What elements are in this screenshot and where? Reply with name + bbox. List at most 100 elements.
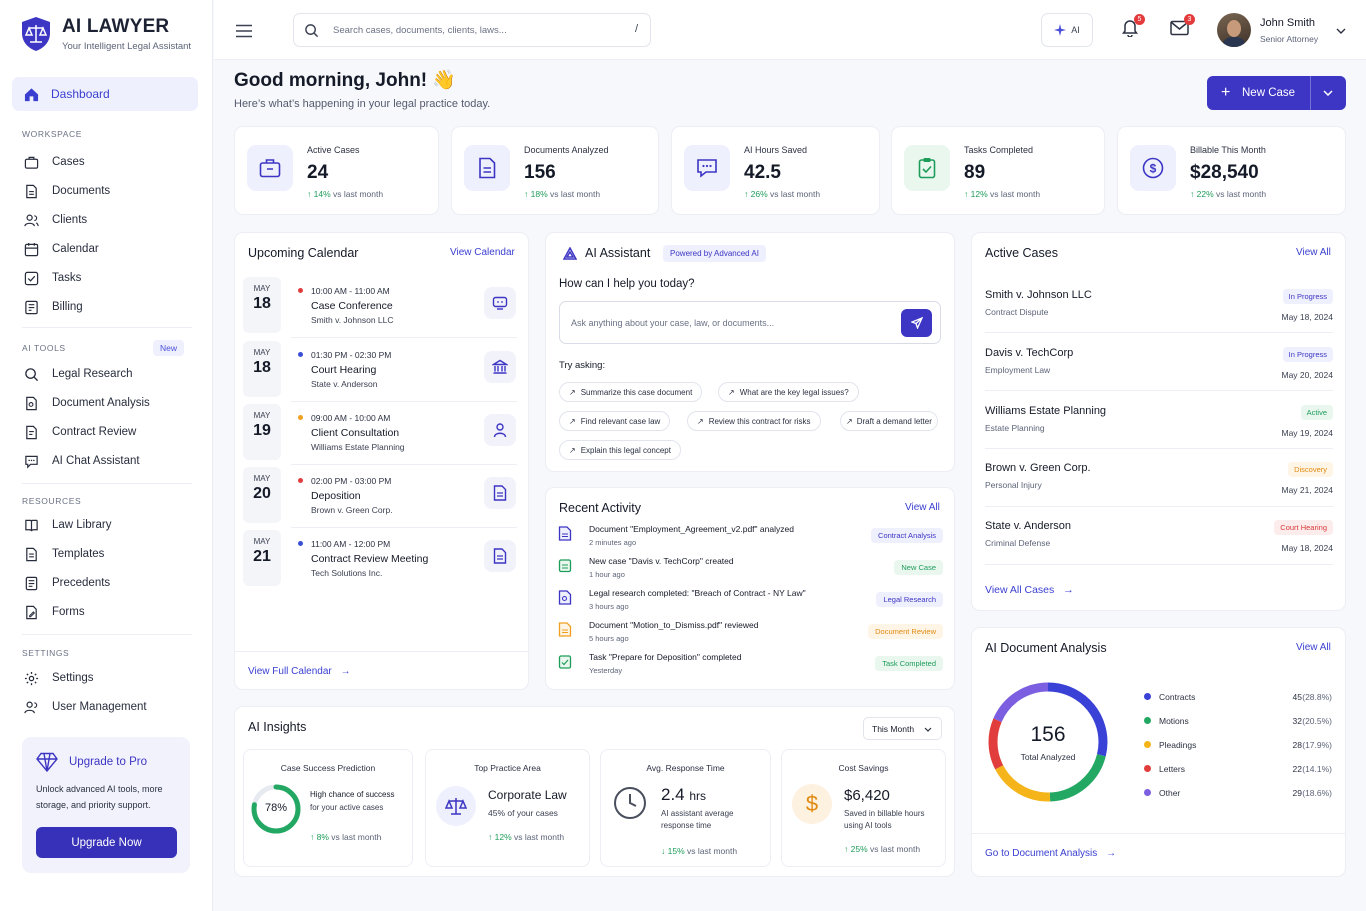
divider <box>291 337 517 338</box>
upgrade-now-button[interactable]: Upgrade Now <box>36 827 177 858</box>
case-row[interactable]: Davis v. TechCorp Employment Law In Progre… <box>985 347 1333 380</box>
court-button[interactable] <box>484 351 516 383</box>
clipboard-check-icon <box>558 655 572 669</box>
activity-row[interactable]: New case "Davis v. TechCorp" created 1 h… <box>558 556 943 586</box>
sidebar-item-billing[interactable]: Billing <box>24 298 83 316</box>
assistant-input[interactable]: Ask anything about your case, law, or do… <box>559 301 941 344</box>
calendar-event[interactable]: 10:00 AM - 11:00 AM Case Conference Smith … <box>298 286 394 325</box>
go-to-doc-analysis-link[interactable]: Go to Document Analysis → <box>985 848 1116 859</box>
insight-success-prediction[interactable]: Case Success Prediction 78% High chance … <box>243 749 413 867</box>
suggestion-chip[interactable]: ↗ Explain this legal concept <box>559 440 681 460</box>
ai-button-label: AI <box>1071 25 1080 35</box>
legend-dot <box>1144 717 1151 724</box>
search-input[interactable]: Search cases, documents, clients, laws..… <box>333 24 507 36</box>
precedent-icon <box>25 576 38 590</box>
case-row[interactable]: Brown v. Green Corp. Personal Injury Disco… <box>985 462 1333 495</box>
view-calendar-link[interactable]: View Calendar <box>450 247 515 258</box>
activity-row[interactable]: Legal research completed: "Breach of Con… <box>558 588 943 618</box>
activity-row[interactable]: Document "Employment_Agreement_v2.pdf" a… <box>558 524 943 554</box>
calendar-event[interactable]: 01:30 PM - 02:30 PM Court Hearing State v.… <box>298 350 391 389</box>
sidebar-item-contract-review[interactable]: Contract Review <box>24 423 136 441</box>
suggestion-chip[interactable]: ↗ Summarize this case document <box>559 382 703 402</box>
user-name[interactable]: John Smith <box>1260 17 1316 29</box>
view-all-cases-footer-link[interactable]: View All Cases → <box>985 584 1074 596</box>
event-time: 09:00 AM - 10:00 AM <box>311 413 391 423</box>
insight-cost-savings[interactable]: Cost Savings $ $6,420 Saved in billable … <box>781 749 946 867</box>
sidebar-item-precedents[interactable]: Precedents <box>24 574 110 592</box>
document-icon <box>493 485 507 501</box>
case-row[interactable]: State v. Anderson Criminal Defense Court H… <box>985 520 1333 553</box>
view-all-activity-link[interactable]: View All <box>905 502 940 513</box>
legend-count: 22 <box>1292 764 1302 774</box>
period-select[interactable]: This Month <box>863 717 942 740</box>
case-row[interactable]: Williams Estate Planning Estate Planning A… <box>985 405 1333 438</box>
view-all-cases-link[interactable]: View All <box>1296 247 1331 258</box>
upgrade-title: Upgrade to Pro <box>69 756 147 768</box>
sidebar-item-label: Document Analysis <box>52 397 150 409</box>
practice-name: Corporate Law <box>488 788 567 802</box>
stat-card-ai-hours[interactable]: AI Hours Saved 42.5 ↑ 26% vs last month <box>671 126 880 215</box>
view-full-calendar-link[interactable]: View Full Calendar → <box>248 666 351 677</box>
activity-text: Document "Motion_to_Dismiss.pdf" reviewe… <box>589 620 759 630</box>
calendar-event[interactable]: 02:00 PM - 03:00 PM Deposition Brown v. Gr… <box>298 476 393 515</box>
menu-icon[interactable] <box>235 24 253 38</box>
folder-icon <box>558 559 572 573</box>
chevron-down-icon[interactable] <box>1336 28 1346 34</box>
sidebar-item-settings[interactable]: Settings <box>24 669 94 687</box>
chat-ai-icon <box>684 145 730 191</box>
dollar-icon: $ <box>792 784 832 824</box>
avatar[interactable] <box>1217 13 1251 47</box>
event-subtitle: Williams Estate Planning <box>311 442 405 452</box>
sidebar-item-dashboard[interactable]: Dashboard <box>12 77 198 111</box>
calendar-event[interactable]: 11:00 AM - 12:00 PM Contract Review Meeti… <box>298 539 428 578</box>
sidebar-item-law-library[interactable]: Law Library <box>24 516 111 534</box>
sidebar-item-document-analysis[interactable]: Document Analysis <box>24 394 150 412</box>
sidebar-item-forms[interactable]: Forms <box>24 603 85 621</box>
sidebar-item-clients[interactable]: Clients <box>24 211 87 229</box>
sidebar-item-user-management[interactable]: User Management <box>24 698 147 716</box>
insight-avg-response-time[interactable]: Avg. Response Time 2.4 hrs AI assistant … <box>600 749 771 867</box>
sidebar-item-label: Tasks <box>52 272 82 284</box>
activity-row[interactable]: Task "Prepare for Deposition" completed … <box>558 652 943 682</box>
stat-card-active-cases[interactable]: Active Cases 24 ↑ 14% vs last month <box>234 126 439 215</box>
brand-logo[interactable]: AI LAWYER Your Intelligent Legal Assista… <box>20 16 191 52</box>
case-row[interactable]: Smith v. Johnson LLC Contract Dispute In P… <box>985 289 1333 322</box>
view-all-docs-link[interactable]: View All <box>1296 642 1331 653</box>
sidebar-item-cases[interactable]: Cases <box>24 153 85 171</box>
sidebar-item-tasks[interactable]: Tasks <box>24 269 81 287</box>
suggestion-chip[interactable]: ↗ What are the key legal issues? <box>718 382 859 402</box>
video-call-button[interactable] <box>484 287 516 319</box>
stat-delta-suffix: vs last month <box>1216 189 1267 199</box>
calendar-event[interactable]: 09:00 AM - 10:00 AM Client Consultation Wi… <box>298 413 405 452</box>
new-case-button[interactable]: + New Case <box>1207 76 1346 110</box>
activity-row[interactable]: Document "Motion_to_Dismiss.pdf" reviewe… <box>558 620 943 650</box>
stat-delta-suffix: vs last month <box>770 189 821 199</box>
stat-label: AI Hours Saved <box>744 145 808 155</box>
ai-button[interactable]: AI <box>1041 13 1093 47</box>
send-button[interactable] <box>901 309 932 337</box>
insight-delta-value: 25% <box>850 844 868 854</box>
chevron-down-icon[interactable] <box>1323 90 1333 96</box>
page-title: Good morning, John! 👋 <box>234 70 457 91</box>
stat-card-tasks[interactable]: Tasks Completed 89 ↑ 12% vs last month <box>891 126 1105 215</box>
divider <box>22 634 192 635</box>
sidebar-item-legal-research[interactable]: Legal Research <box>24 365 133 383</box>
stat-card-billable[interactable]: $ Billable This Month $28,540 ↑ 22% vs l… <box>1117 126 1346 215</box>
suggestion-chip[interactable]: ↗ Find relevant case law <box>559 411 671 431</box>
suggestion-chip[interactable]: ↗ Review this contract for risks <box>687 411 821 431</box>
client-button[interactable] <box>484 414 516 446</box>
sidebar-item-templates[interactable]: Templates <box>24 545 104 563</box>
suggestion-chip[interactable]: ↗ Draft a demand letter <box>840 411 938 431</box>
sidebar-item-ai-chat-assistant[interactable]: AI Chat Assistant <box>24 452 140 470</box>
notifications-button[interactable]: 5 <box>1121 14 1145 42</box>
document-button[interactable] <box>484 477 516 509</box>
insight-top-practice-area[interactable]: Top Practice Area Corporate Law 45% of y… <box>425 749 590 867</box>
stat-card-documents[interactable]: Documents Analyzed 156 ↑ 18% vs last mon… <box>451 126 659 215</box>
document-button[interactable] <box>484 540 516 572</box>
status-dot <box>298 352 303 357</box>
search-bar[interactable]: Search cases, documents, clients, laws..… <box>293 13 651 47</box>
sidebar-item-calendar[interactable]: Calendar <box>24 240 99 258</box>
messages-button[interactable]: 3 <box>1170 14 1195 41</box>
divider <box>985 332 1333 333</box>
sidebar-item-documents[interactable]: Documents <box>24 182 110 200</box>
